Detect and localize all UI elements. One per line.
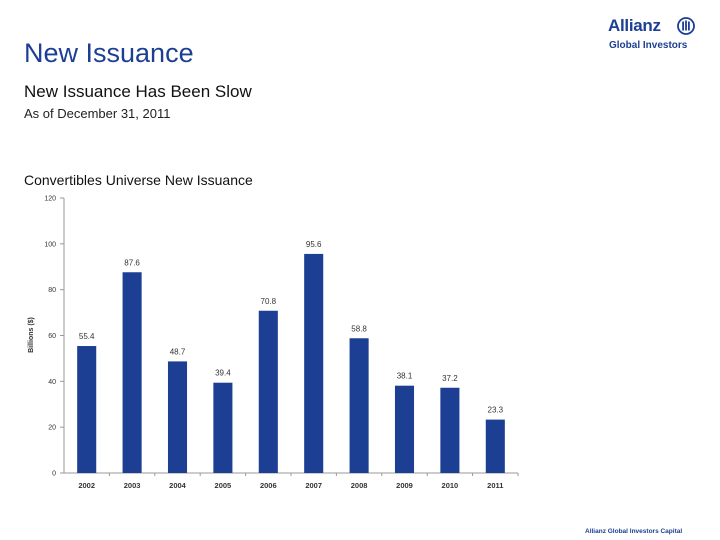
y-tick-label: 60 [48, 333, 56, 340]
x-tick-label-2009: 2009 [396, 481, 413, 490]
bar-2003 [122, 272, 142, 473]
data-label-2009: 38.1 [397, 372, 413, 381]
chart-title: Convertibles Universe New Issuance [24, 172, 253, 188]
y-tick-label: 80 [48, 287, 56, 294]
logo-name: Allianz [608, 16, 661, 35]
footer-text: Allianz Global Investors Capital [585, 528, 683, 535]
bar-2006 [258, 310, 278, 473]
x-tick-label-2010: 2010 [442, 481, 459, 490]
x-tick-label-2007: 2007 [305, 481, 322, 490]
data-label-2004: 48.7 [170, 347, 186, 356]
x-tick-label-2008: 2008 [351, 481, 368, 490]
bar-2002 [77, 346, 97, 473]
page-title: New Issuance [24, 38, 194, 68]
data-label-2005: 39.4 [215, 369, 231, 378]
bar-2008 [349, 338, 369, 473]
data-label-2002: 55.4 [79, 332, 95, 341]
bar-2011 [485, 419, 505, 473]
x-tick-label-2005: 2005 [215, 481, 232, 490]
bar-2004 [167, 361, 188, 473]
data-label-2011: 23.3 [488, 406, 504, 415]
data-label-2006: 70.8 [261, 297, 277, 306]
page-subtitle: New Issuance Has Been Slow [24, 82, 252, 101]
allianz-logo: Allianz Global Investors [608, 16, 704, 56]
logo-tagline: Global Investors [609, 40, 688, 51]
x-tick-label-2003: 2003 [124, 481, 141, 490]
y-tick-label: 120 [44, 196, 56, 203]
data-label-2007: 95.6 [306, 240, 322, 249]
data-label-2008: 58.8 [351, 324, 367, 333]
bar-2010 [440, 387, 460, 473]
bar-2009 [394, 385, 415, 473]
bar-2007 [304, 253, 324, 473]
bar-2005 [213, 382, 233, 473]
y-tick-label: 20 [48, 425, 56, 432]
x-tick-label-2004: 2004 [169, 481, 187, 490]
data-label-2003: 87.6 [124, 258, 140, 267]
y-tick-label: 100 [44, 241, 56, 248]
x-tick-label-2002: 2002 [78, 481, 95, 490]
y-tick-label: 40 [48, 379, 56, 386]
data-label-2010: 37.2 [442, 374, 458, 383]
as-of-date: As of December 31, 2011 [24, 106, 171, 121]
x-tick-label-2011: 2011 [487, 481, 503, 490]
y-axis-label: Billions ($) [28, 317, 35, 353]
allianz-eagle-icon [677, 17, 695, 35]
x-tick-label-2006: 2006 [260, 481, 277, 490]
y-tick-label: 0 [52, 471, 56, 478]
